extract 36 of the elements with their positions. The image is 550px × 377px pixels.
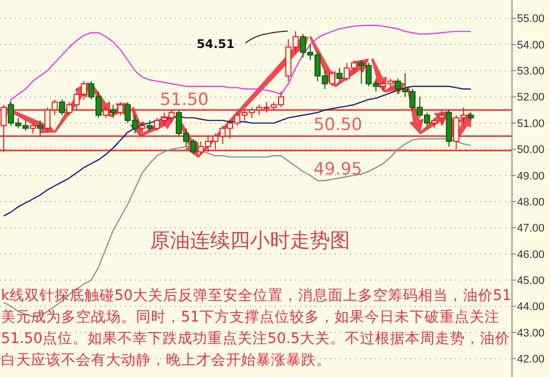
ref-line-label: 51.50 <box>160 90 209 110</box>
y-tick-label: 53.00 <box>517 66 545 78</box>
candlestick <box>139 122 146 134</box>
y-tick-label: 43.00 <box>517 327 545 340</box>
y-tick-label: 50.00 <box>517 144 545 156</box>
y-tick-label: 48.00 <box>517 196 545 208</box>
candlestick <box>329 70 336 87</box>
candlestick <box>146 120 153 132</box>
candlestick <box>102 106 109 118</box>
y-tick-label: 49.00 <box>517 170 545 182</box>
candlestick <box>438 109 445 126</box>
annotation: k线双针探底触碰50大关后反弹至安全位置，消息面上多空筹码相当，油价51 <box>1 287 512 304</box>
text: 原油连续四小时走势图 <box>150 228 350 252</box>
y-tick-label: 51.00 <box>517 118 545 130</box>
y-tick-label: 45.00 <box>517 274 545 287</box>
annotation: 白天应该不会有大动静，晚上才会开始暴涨暴跌。 <box>1 352 331 368</box>
candlestick <box>0 104 7 152</box>
y-tick-label: 55.00 <box>517 13 545 26</box>
y-tick-label: 52.00 <box>517 92 545 104</box>
ref-line-label: 50.50 <box>314 115 362 136</box>
y-tick-label: 54.00 <box>517 39 545 52</box>
y-tick-label: 46.00 <box>517 248 545 261</box>
annotation: 51.50点位。如果不幸下跌成功重点关注50.5大关。不过根据本周走势，油价 <box>1 330 510 347</box>
candlestick <box>58 98 66 116</box>
y-tick-label: 47.00 <box>517 222 545 235</box>
y-tick-label: 44.00 <box>517 301 545 314</box>
candlestick <box>431 117 438 129</box>
annotation: 美元成为多空战场。同时，51下方支撑点位较多，如果今日未下破重点关注 <box>1 308 500 326</box>
candlestick <box>336 68 343 82</box>
candlestick <box>30 122 36 134</box>
candlestick <box>117 102 124 116</box>
candlestick <box>37 120 44 137</box>
candlestick <box>110 104 116 118</box>
ref-line-label: 49.95 <box>314 160 362 180</box>
annotation: 54.51 <box>196 37 235 52</box>
y-tick-label: 42.00 <box>517 354 545 366</box>
